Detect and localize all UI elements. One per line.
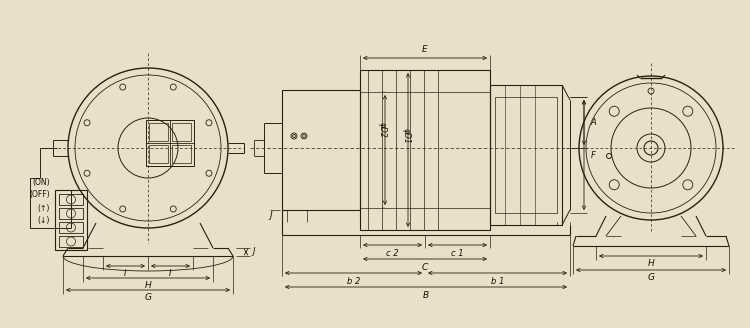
Bar [282, 90, 360, 210]
Bar [172, 123, 191, 141]
Text: c 2: c 2 [386, 249, 399, 257]
Text: φD2: φD2 [377, 122, 386, 138]
Text: φD1: φD1 [401, 128, 410, 144]
Text: J: J [253, 248, 255, 256]
Text: I: I [124, 269, 127, 277]
Text: J: J [269, 211, 272, 219]
Text: (↓): (↓) [38, 216, 50, 226]
Bar [360, 70, 490, 230]
Text: (↑): (↑) [38, 203, 50, 213]
Text: A: A [590, 118, 596, 127]
Text: G: G [145, 294, 152, 302]
Bar [59, 208, 83, 219]
Bar [172, 145, 191, 163]
Text: b 2: b 2 [346, 277, 360, 285]
Bar [495, 97, 557, 213]
Bar [59, 222, 83, 233]
Bar [146, 120, 194, 166]
Text: H: H [647, 259, 654, 269]
Text: (OFF): (OFF) [29, 191, 50, 199]
Text: H: H [145, 281, 152, 291]
Text: B: B [423, 291, 429, 299]
Text: c 1: c 1 [452, 249, 464, 257]
Text: b 1: b 1 [490, 277, 504, 285]
Bar [59, 236, 83, 247]
Bar [149, 145, 168, 163]
Bar [59, 194, 83, 205]
Text: G: G [647, 274, 655, 282]
Bar [149, 123, 168, 141]
Text: C: C [422, 262, 428, 272]
Text: E: E [422, 46, 427, 54]
Bar [55, 190, 87, 250]
Bar [490, 85, 562, 225]
Text: I: I [170, 269, 172, 277]
Text: F: F [590, 151, 596, 159]
Text: (ON): (ON) [32, 177, 50, 187]
